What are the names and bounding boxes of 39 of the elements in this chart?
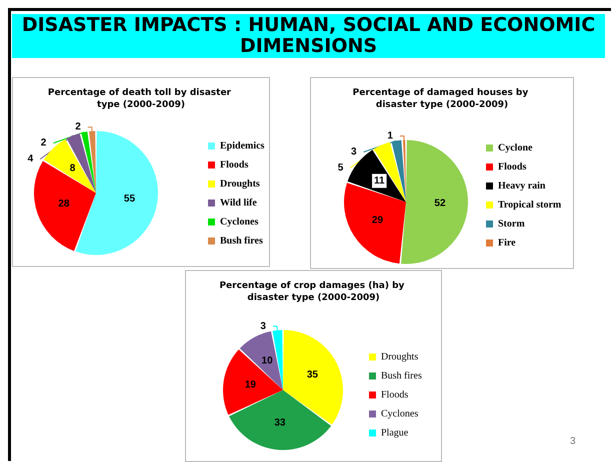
data-label: 10 — [262, 356, 274, 367]
legend-label: Floods — [381, 390, 408, 400]
legend-label: Heavy rain — [498, 180, 546, 192]
data-label: 5 — [338, 162, 344, 174]
legend-label: Plague — [381, 428, 409, 438]
data-label: 29 — [372, 215, 384, 226]
data-label: 4 — [28, 154, 34, 165]
legend-label: Cyclones — [381, 408, 418, 420]
data-label: 1 — [387, 130, 394, 142]
legend-label: Bush fires — [381, 370, 422, 382]
legend-label: Wild life — [220, 198, 258, 208]
data-label: 2 — [75, 122, 82, 133]
data-label: 19 — [244, 379, 256, 390]
data-label: 28 — [58, 198, 70, 210]
data-label: 8 — [70, 162, 76, 174]
legend-label: Tropical storm — [498, 200, 562, 210]
data-label: 3 — [260, 320, 266, 332]
data-label: 3 — [351, 146, 358, 158]
legend-label: Droughts — [220, 178, 260, 190]
legend-label: Cyclones — [220, 216, 258, 228]
text: 3 — [570, 436, 576, 447]
legend-label: Floods — [498, 162, 526, 172]
legend-label: Cyclone — [498, 142, 533, 154]
data-label: 35 — [306, 370, 318, 381]
legend-label: Epidemics — [220, 140, 265, 152]
data-label: 2 — [40, 138, 47, 149]
data-label: 55 — [124, 193, 136, 204]
data-label: 52 — [434, 198, 446, 210]
chart-title: Percentage of death toll by disaster type (2000-2009) — [48, 88, 234, 110]
data-label: 33 — [274, 417, 286, 428]
legend-label: Floods — [220, 160, 248, 170]
legend-label: Droughts — [381, 352, 418, 362]
legend-label: Fire — [498, 238, 516, 248]
legend-label: Storm — [498, 218, 526, 230]
chart-title: Percentage of crop damages (ha) by disaster type (2000-2009) — [219, 281, 408, 303]
text: DISASTER IMPACTS : HUMAN, SOCIAL AND ECONOMIC DIMENSIONS — [12, 14, 605, 57]
data-label: 11 — [374, 175, 386, 186]
legend-label: Bush fires — [220, 236, 263, 246]
chart-title: Percentage of damaged houses by disaster type (2000-2009) — [352, 88, 532, 110]
